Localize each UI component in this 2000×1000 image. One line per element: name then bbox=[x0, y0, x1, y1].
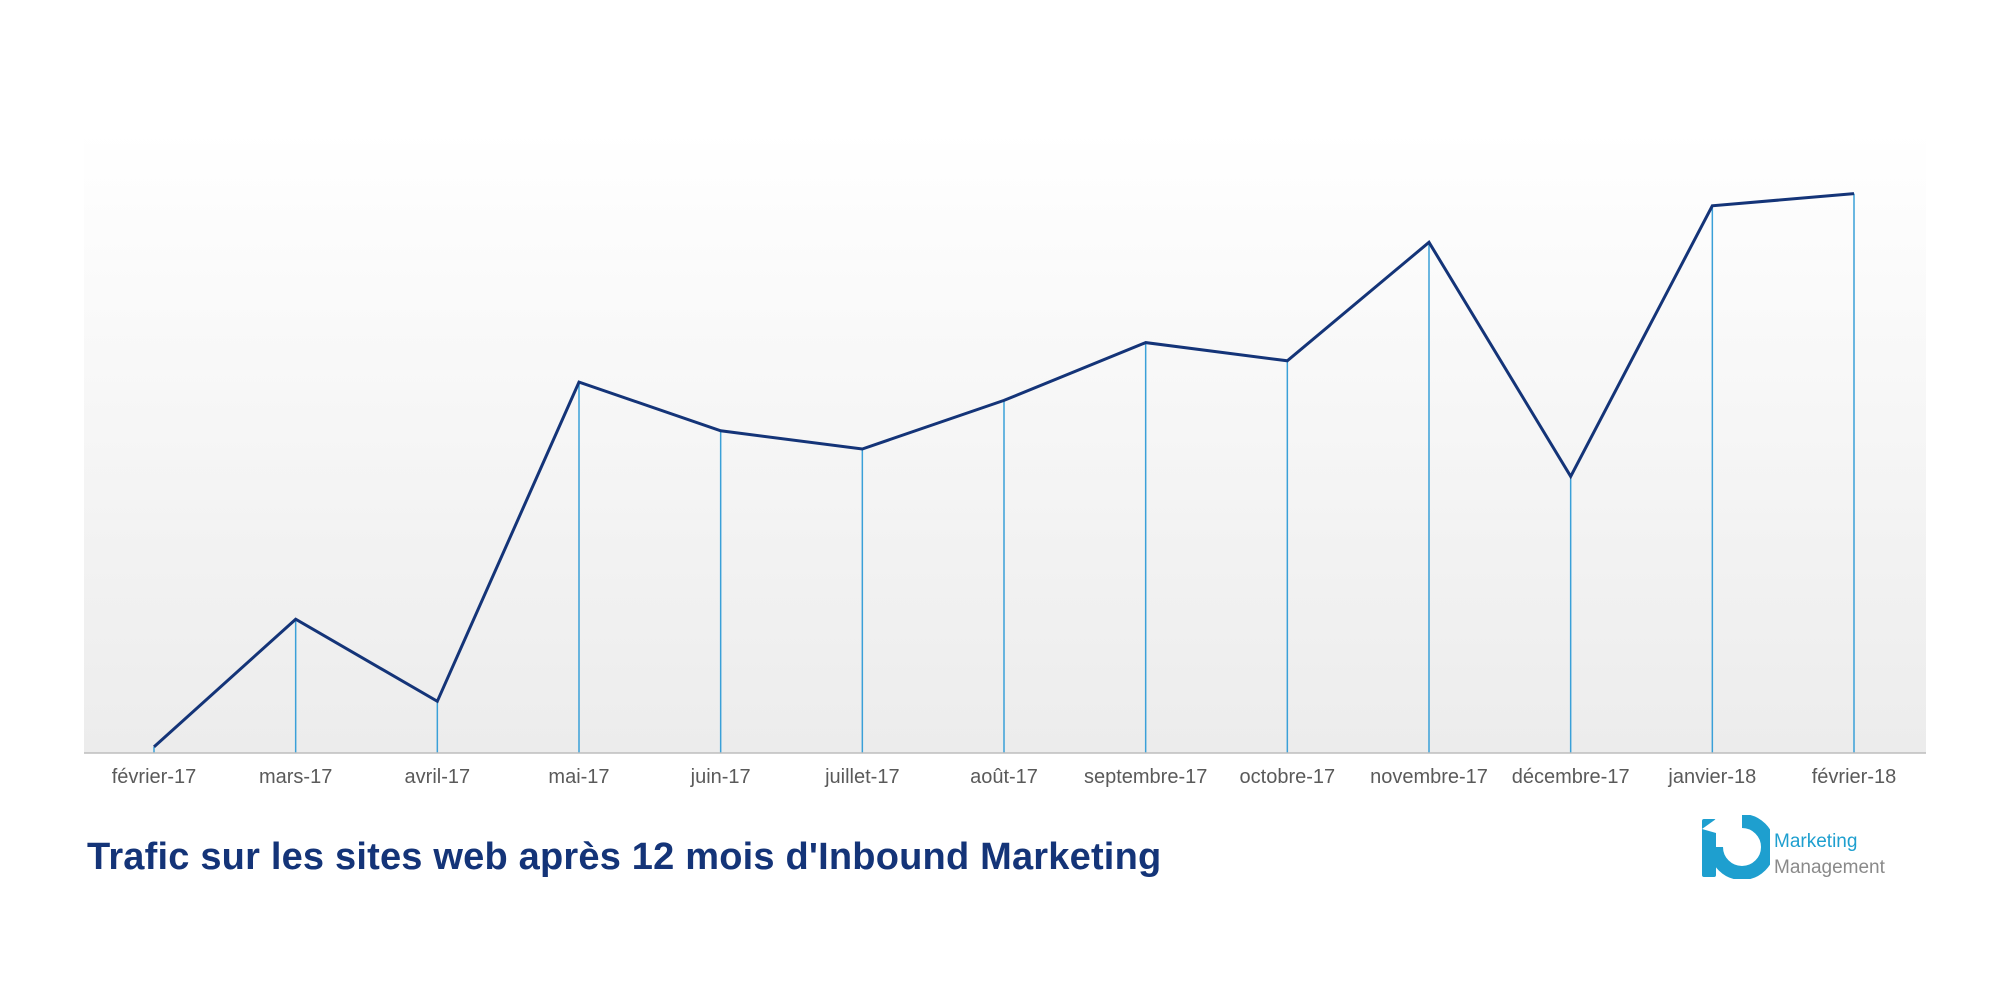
x-tick-label: juillet-17 bbox=[824, 766, 899, 788]
series-line bbox=[152, 192, 1855, 749]
x-tick-label: janvier-18 bbox=[1667, 766, 1756, 788]
logo: Marketing Management bbox=[1698, 815, 1918, 890]
x-tick-label: avril-17 bbox=[405, 766, 471, 788]
plot-background bbox=[84, 130, 1926, 753]
x-axis-tick-labels: février-17 mars-17 avril-17 mai-17 juin-17 ju… bbox=[112, 766, 1896, 788]
x-tick-label: février-17 bbox=[112, 766, 196, 788]
x-tick-label: juin-17 bbox=[690, 766, 751, 788]
x-tick-label: décembre-17 bbox=[1512, 766, 1630, 788]
x-tick-label: octobre-17 bbox=[1240, 766, 1336, 788]
logo-text-marketing: Marketing bbox=[1774, 831, 1858, 852]
logo-text-management: Management bbox=[1774, 857, 1885, 878]
drop-lines bbox=[153, 193, 1855, 753]
x-tick-label: septembre-17 bbox=[1084, 766, 1207, 788]
x-tick-label: février-18 bbox=[1812, 766, 1896, 788]
x-tick-label: mars-17 bbox=[259, 766, 332, 788]
chart-title: Trafic sur les sites web après 12 mois d… bbox=[87, 836, 1162, 878]
line-chart-svg: février-17 mars-17 avril-17 mai-17 juin-17 ju… bbox=[84, 130, 1926, 788]
x-tick-label: mai-17 bbox=[548, 766, 609, 788]
logo-mark-icon bbox=[1702, 815, 1770, 879]
chart: février-17 mars-17 avril-17 mai-17 juin-17 ju… bbox=[84, 130, 1926, 788]
x-tick-label: novembre-17 bbox=[1370, 766, 1488, 788]
x-tick-label: août-17 bbox=[970, 766, 1038, 788]
